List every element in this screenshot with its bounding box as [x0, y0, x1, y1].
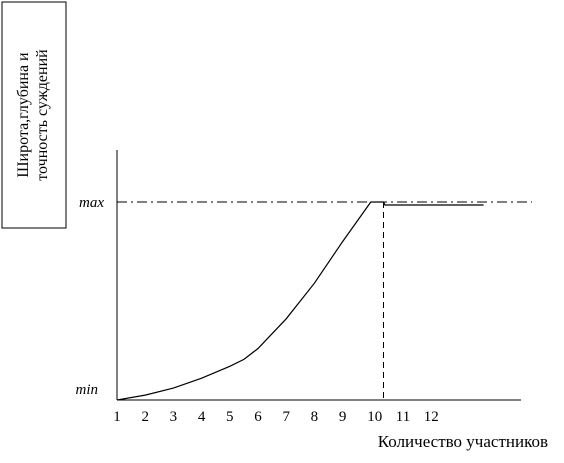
- y-axis-title-line-1: Широта,глубина и: [15, 52, 32, 178]
- y-axis-title-box: [1, 1, 67, 229]
- x-tick-label-10: 10: [367, 409, 382, 425]
- y-axis-title: Широта,глубина и точность суждений: [15, 49, 51, 181]
- series-line: [116, 201, 484, 401]
- x-tick-label-1: 1: [113, 409, 121, 425]
- x-axis-title: Количество участников: [378, 432, 548, 451]
- x-tick-label-11: 11: [396, 409, 410, 425]
- x-tick-labels: 1 2 3 4 5 6 7 8 9 10 11 12: [113, 409, 438, 425]
- x-tick-label-3: 3: [170, 409, 178, 425]
- y-tick-label-min: min: [76, 382, 99, 398]
- y-tick-label-max: max: [79, 195, 104, 211]
- x-tick-label-4: 4: [198, 409, 206, 425]
- x-tick-label-9: 9: [339, 409, 347, 425]
- x-tick-label-5: 5: [226, 409, 234, 425]
- y-axis-title-line-2: точность суждений: [34, 49, 51, 181]
- x-tick-label-2: 2: [141, 409, 149, 425]
- x-tick-label-12: 12: [424, 409, 439, 425]
- x-tick-label-7: 7: [282, 409, 290, 425]
- x-tick-label-8: 8: [311, 409, 319, 425]
- x-tick-label-6: 6: [254, 409, 262, 425]
